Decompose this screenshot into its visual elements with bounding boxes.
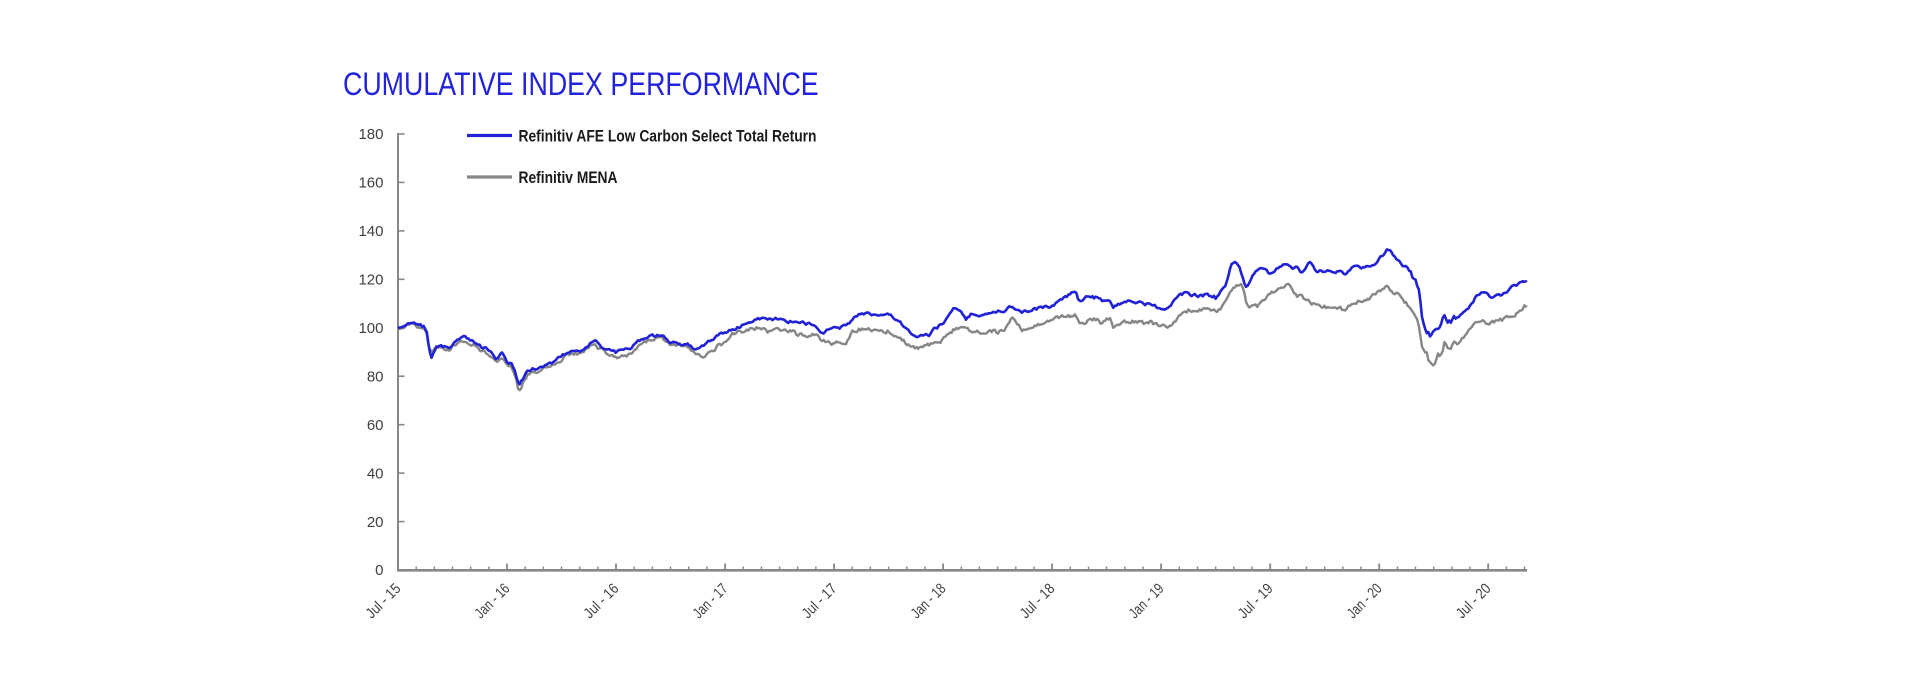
svg-text:Jul - 16: Jul - 16 — [581, 580, 623, 622]
svg-text:Jan - 20: Jan - 20 — [1344, 580, 1386, 622]
svg-text:100: 100 — [358, 320, 383, 337]
svg-text:Refinitiv AFE Low Carbon Selec: Refinitiv AFE Low Carbon Select Total Re… — [519, 128, 817, 146]
svg-text:80: 80 — [367, 368, 384, 385]
svg-text:0: 0 — [375, 562, 383, 579]
svg-text:180: 180 — [358, 126, 383, 143]
svg-text:20: 20 — [367, 514, 384, 531]
svg-text:40: 40 — [367, 465, 384, 482]
svg-text:Jul - 19: Jul - 19 — [1235, 580, 1277, 622]
svg-text:60: 60 — [367, 417, 384, 434]
svg-text:Jan - 17: Jan - 17 — [690, 580, 732, 622]
svg-text:Jul - 17: Jul - 17 — [799, 580, 841, 622]
svg-text:Jan - 18: Jan - 18 — [908, 580, 950, 622]
svg-text:Jul - 18: Jul - 18 — [1017, 580, 1059, 622]
svg-text:Refinitiv MENA: Refinitiv MENA — [519, 169, 618, 187]
svg-text:Jul - 20: Jul - 20 — [1453, 580, 1495, 622]
svg-text:120: 120 — [358, 272, 383, 289]
svg-text:Jan - 19: Jan - 19 — [1126, 580, 1168, 622]
svg-text:Jan - 16: Jan - 16 — [472, 580, 514, 622]
svg-text:160: 160 — [358, 175, 383, 192]
svg-text:140: 140 — [358, 223, 383, 240]
svg-text:Jul - 15: Jul - 15 — [363, 580, 405, 622]
